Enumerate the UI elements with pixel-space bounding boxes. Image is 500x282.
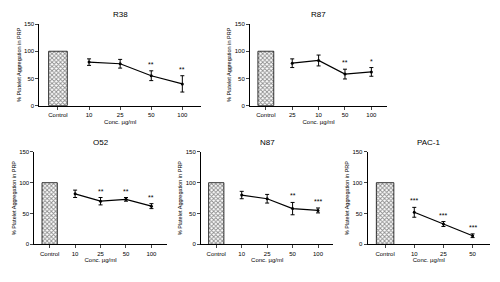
svg-text:100: 100	[177, 112, 188, 118]
svg-text:Control: Control	[48, 112, 67, 118]
svg-text:***: ***	[314, 198, 322, 205]
svg-text:100: 100	[24, 48, 35, 54]
svg-text:Conc. µg/ml: Conc. µg/ml	[104, 119, 136, 125]
svg-text:Control: Control	[207, 251, 226, 257]
svg-text:% Platelet Aggregation in PRP: % Platelet Aggregation in PRP	[11, 161, 17, 236]
svg-text:50: 50	[189, 211, 196, 217]
svg-text:***: ***	[439, 212, 447, 219]
svg-text:150: 150	[235, 21, 246, 27]
svg-text:O52: O52	[93, 138, 109, 147]
svg-text:% Platelet Aggregation in PRP: % Platelet Aggregation in PRP	[344, 161, 350, 236]
svg-text:150: 150	[352, 149, 363, 155]
svg-text:0: 0	[26, 241, 30, 247]
svg-text:50: 50	[23, 211, 30, 217]
svg-text:150: 150	[186, 149, 197, 155]
svg-text:% Platelet Aggregation in PRP: % Platelet Aggregation in PRP	[226, 27, 232, 102]
svg-text:150: 150	[24, 21, 35, 27]
svg-text:***: ***	[469, 224, 477, 231]
svg-text:**: **	[148, 61, 154, 68]
svg-text:*: *	[370, 58, 373, 65]
svg-text:***: ***	[410, 197, 418, 204]
svg-text:**: **	[179, 66, 185, 73]
svg-text:50: 50	[289, 251, 296, 257]
svg-text:0: 0	[241, 103, 245, 109]
svg-text:0: 0	[192, 241, 196, 247]
svg-text:25: 25	[264, 251, 271, 257]
svg-text:150: 150	[19, 149, 30, 155]
svg-text:% Platelet Aggregation in PRP: % Platelet Aggregation in PRP	[177, 161, 183, 236]
svg-text:100: 100	[235, 48, 246, 54]
svg-text:**: **	[98, 188, 104, 195]
svg-text:Control: Control	[256, 112, 275, 118]
svg-text:Conc. µg/ml: Conc. µg/ml	[251, 257, 283, 263]
svg-text:Conc. µg/ml: Conc. µg/ml	[303, 119, 335, 125]
svg-text:25: 25	[117, 112, 124, 118]
svg-text:Control: Control	[40, 251, 59, 257]
svg-text:Control: Control	[375, 251, 394, 257]
svg-text:Conc. µg/ml: Conc. µg/ml	[413, 257, 445, 263]
svg-text:100: 100	[186, 180, 197, 186]
svg-text:0: 0	[359, 241, 363, 247]
svg-text:0: 0	[31, 103, 35, 109]
svg-text:50: 50	[27, 76, 34, 82]
svg-text:PAC-1: PAC-1	[417, 138, 441, 147]
svg-text:Conc. µg/ml: Conc. µg/ml	[84, 257, 116, 263]
svg-text:R87: R87	[311, 10, 326, 19]
svg-text:10: 10	[315, 112, 322, 118]
svg-text:50: 50	[148, 112, 155, 118]
svg-text:10: 10	[238, 251, 245, 257]
svg-text:**: **	[290, 192, 296, 199]
svg-text:50: 50	[342, 112, 349, 118]
svg-text:100: 100	[146, 251, 157, 257]
svg-text:50: 50	[238, 76, 245, 82]
svg-text:50: 50	[469, 251, 476, 257]
svg-text:10: 10	[72, 251, 79, 257]
svg-text:25: 25	[440, 251, 447, 257]
svg-text:R38: R38	[113, 10, 128, 19]
svg-text:100: 100	[19, 180, 30, 186]
svg-text:25: 25	[289, 112, 296, 118]
svg-text:10: 10	[86, 112, 93, 118]
svg-text:**: **	[148, 194, 154, 201]
svg-text:100: 100	[313, 251, 324, 257]
svg-text:100: 100	[366, 112, 377, 118]
svg-text:25: 25	[97, 251, 104, 257]
svg-text:**: **	[123, 188, 129, 195]
svg-text:100: 100	[352, 180, 363, 186]
svg-text:N87: N87	[260, 138, 275, 147]
svg-text:**: **	[342, 59, 348, 66]
svg-text:50: 50	[123, 251, 130, 257]
svg-text:10: 10	[411, 251, 418, 257]
svg-text:50: 50	[356, 211, 363, 217]
svg-text:% Platelet Aggregation in PRP: % Platelet Aggregation in PRP	[16, 27, 22, 102]
